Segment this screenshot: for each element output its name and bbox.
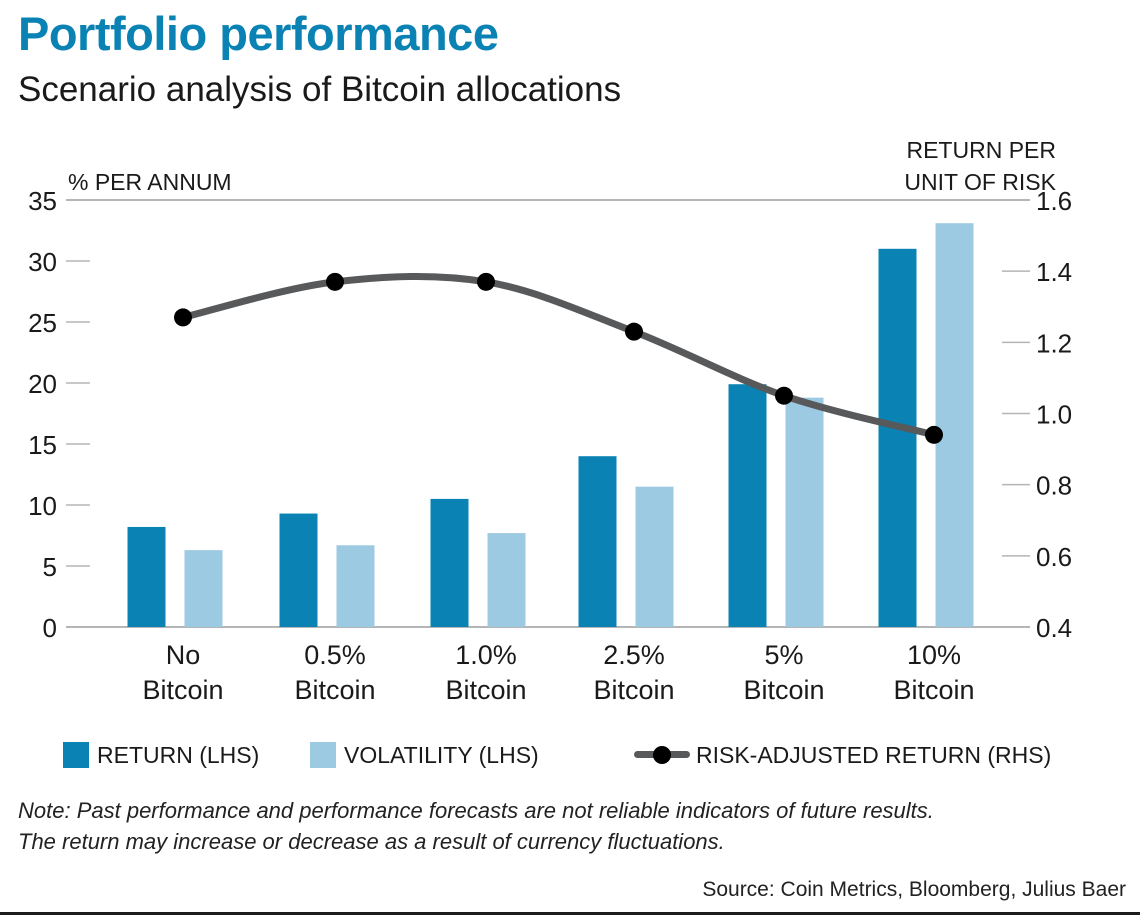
labels: 0 5 10 15 20 25 30 35 0.4 0.6 0.8 1.0 1.2 1.4 1.6 % PER… <box>28 137 1072 705</box>
right-tick-label: 1.0 <box>1036 400 1072 430</box>
right-tick-label: 1.2 <box>1036 328 1072 358</box>
risk-adjusted-point <box>925 425 943 444</box>
bar-volatility <box>336 545 375 627</box>
legend-item-volatility: VOLATILITY (LHS) <box>310 738 539 772</box>
right-tick-label: 0.6 <box>1036 542 1072 572</box>
left-tick-label: 10 <box>28 491 57 521</box>
legend-swatch-return <box>63 742 89 768</box>
risk-adjusted-point <box>477 272 495 291</box>
risk-adjusted-point <box>775 386 793 405</box>
left-tick-label: 25 <box>28 308 57 338</box>
axes <box>66 199 1030 628</box>
bar-return <box>578 456 617 627</box>
bar-return <box>878 248 917 628</box>
footnote-line-2: The return may increase or decrease as a… <box>18 829 725 854</box>
chart-subtitle: Scenario analysis of Bitcoin allocations <box>18 70 622 109</box>
legend-swatch-volatility <box>310 742 336 768</box>
risk-adjusted-point <box>174 308 192 327</box>
bar-return <box>279 513 318 627</box>
category-label: Bitcoin <box>445 675 526 705</box>
category-label: No <box>166 640 201 670</box>
risk-adjusted-line-path <box>179 272 938 439</box>
chart-plot: 0 5 10 15 20 25 30 35 0.4 0.6 0.8 1.0 1.2 1.4 1.6 % PER… <box>28 137 1072 705</box>
legend-label-risk-adjusted: RISK-ADJUSTED RETURN (RHS) <box>696 741 1052 768</box>
legend-item-risk-adjusted: RISK-ADJUSTED RETURN (RHS) <box>634 738 1051 772</box>
legend-marker-icon <box>653 746 671 764</box>
bar-volatility <box>184 550 223 627</box>
right-tick-label: 1.6 <box>1036 186 1072 216</box>
legend-swatch-risk-adjusted <box>634 740 690 770</box>
risk-adjusted-point <box>326 272 344 291</box>
chart-title: Portfolio performance <box>18 7 499 60</box>
legend-item-return: RETURN (LHS) <box>63 738 259 772</box>
category-label: 5% <box>764 640 803 670</box>
category-label: 2.5% <box>603 640 665 670</box>
left-tick-label: 35 <box>28 186 57 216</box>
footnote: Note: Past performance and performance f… <box>18 795 934 857</box>
bar-volatility <box>785 397 824 627</box>
right-axis-title-line-2: UNIT OF RISK <box>904 169 1056 195</box>
category-label: Bitcoin <box>893 675 974 705</box>
risk-adjusted-point <box>625 322 643 341</box>
legend-label-volatility: VOLATILITY (LHS) <box>344 741 539 768</box>
category-label: Bitcoin <box>743 675 824 705</box>
right-axis-title-line-1: RETURN PER <box>906 137 1056 163</box>
category-label: Bitcoin <box>142 675 223 705</box>
bar-volatility <box>635 486 674 627</box>
left-axis-title: % PER ANNUM <box>68 169 232 195</box>
risk-adjusted-line <box>174 272 943 444</box>
category-label: Bitcoin <box>294 675 375 705</box>
bottom-rule <box>0 912 1140 915</box>
footnote-line-1: Note: Past performance and performance f… <box>18 798 934 823</box>
bar-return <box>127 526 166 627</box>
category-label: 10% <box>907 640 961 670</box>
bar-volatility <box>487 533 526 627</box>
right-tick-label: 0.4 <box>1036 613 1072 643</box>
left-tick-label: 30 <box>28 247 57 277</box>
bar-return <box>430 498 469 627</box>
category-label: 0.5% <box>304 640 366 670</box>
bar-volatility <box>935 223 974 627</box>
bars <box>127 223 974 628</box>
left-tick-label: 15 <box>28 430 57 460</box>
source-credit: Source: Coin Metrics, Bloomberg, Julius … <box>702 878 1126 901</box>
right-tick-label: 1.4 <box>1036 257 1072 287</box>
category-label: Bitcoin <box>593 675 674 705</box>
legend: RETURN (LHS) VOLATILITY (LHS) RISK-ADJUS… <box>0 738 1140 772</box>
left-tick-label: 20 <box>28 369 57 399</box>
right-tick-label: 0.8 <box>1036 471 1072 501</box>
bar-return <box>728 384 767 627</box>
left-tick-label: 0 <box>43 613 57 643</box>
legend-label-return: RETURN (LHS) <box>97 741 260 768</box>
category-label: 1.0% <box>455 640 517 670</box>
left-tick-label: 5 <box>43 552 57 582</box>
